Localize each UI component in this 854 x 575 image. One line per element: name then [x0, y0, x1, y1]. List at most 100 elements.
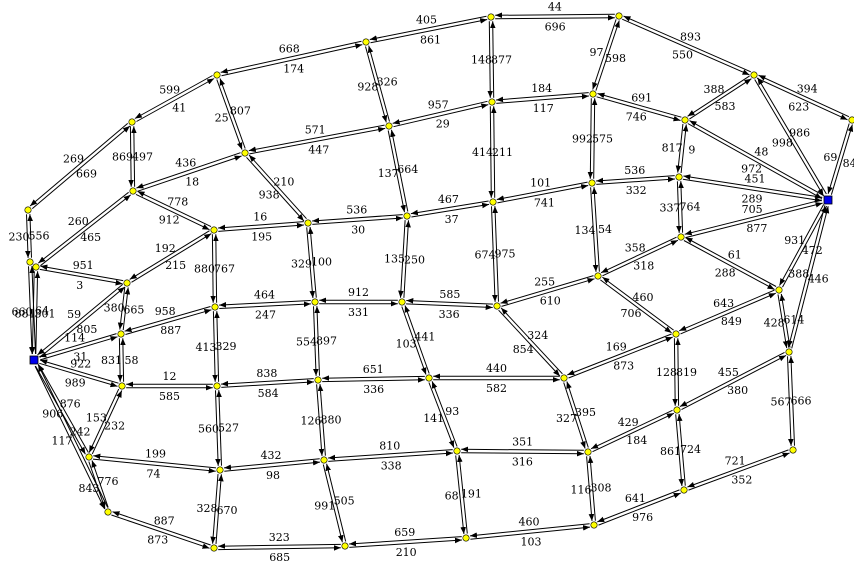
- edge-weight-label: 9: [688, 144, 695, 157]
- graph-node: [488, 14, 494, 20]
- edge-weight-label: 97: [590, 46, 604, 59]
- edge-weight-label: 59: [67, 308, 81, 321]
- edge-weight-label: 100: [311, 256, 332, 269]
- edge-weight-label: 451: [745, 173, 766, 186]
- edge-weight-label: 232: [104, 420, 125, 433]
- edge-weight-label: 957: [428, 98, 449, 111]
- graph-node: [681, 487, 687, 493]
- graph-node: [214, 72, 220, 78]
- graph-node: [454, 448, 460, 454]
- edge-weight-label: 582: [486, 382, 507, 395]
- edge-weight-label: 958: [155, 305, 176, 318]
- edge-weight-label: 436: [175, 157, 196, 170]
- graph-node: [242, 150, 248, 156]
- edge-weight-label: 103: [521, 535, 542, 548]
- graph-node: [561, 375, 567, 381]
- terminal-node: [824, 196, 832, 204]
- edge-weight-label: 643: [713, 297, 734, 310]
- edge-weight-label: 706: [621, 307, 642, 320]
- graph-node: [212, 304, 218, 310]
- graph-node: [214, 383, 220, 389]
- edge-weight-label: 554: [296, 335, 317, 348]
- edge-weight-label: 651: [363, 363, 384, 376]
- graph-node: [616, 13, 622, 19]
- edge-weight-label: 447: [308, 143, 329, 156]
- edge-weight-label: 668: [279, 43, 300, 56]
- terminal-node: [30, 356, 38, 364]
- edge-weight-label: 869: [112, 151, 133, 164]
- edge-weight-label: 230: [9, 230, 30, 243]
- edge-weight-label: 599: [159, 84, 180, 97]
- edge-weight-label: 174: [283, 62, 304, 75]
- edge-weight-label: 48: [754, 145, 768, 158]
- edge-weight-label: 746: [626, 111, 647, 124]
- edge-weight-label: 849: [721, 315, 742, 328]
- edge-weight-label: 16: [253, 211, 267, 224]
- graph-node: [130, 188, 136, 194]
- edge-weight-label: 610: [540, 295, 561, 308]
- edge-weight-label: 938: [259, 189, 280, 202]
- edge-weight-label: 843: [79, 482, 100, 495]
- graph-node: [494, 303, 500, 309]
- edge-weight-label: 666: [791, 395, 812, 408]
- edge-weight-label: 288: [715, 266, 736, 279]
- edge-weight-label: 440: [486, 362, 507, 375]
- edge-weight-label: 460: [519, 516, 540, 529]
- edge-arc-backward: [461, 449, 584, 450]
- edge-weight-label: 328: [197, 502, 218, 515]
- graph-node: [591, 522, 597, 528]
- edge-weight-label: 332: [626, 184, 647, 197]
- edge-weight-label: 327: [556, 412, 577, 425]
- edge-weight-label: 199: [145, 448, 166, 461]
- graph-node: [211, 545, 217, 551]
- edge-weight-label: 195: [251, 231, 272, 244]
- edge-weight-label: 767: [214, 262, 235, 275]
- edge-weight-label: 741: [534, 196, 555, 209]
- edge-weight-label: 764: [680, 201, 701, 214]
- edge-weight-label: 567: [771, 395, 792, 408]
- edge-weight-label: 467: [438, 193, 459, 206]
- graph-node: [590, 91, 596, 97]
- edge-arc-forward: [218, 548, 341, 550]
- edge-weight-label: 584: [258, 387, 279, 400]
- edge-weight-label: 337: [660, 201, 681, 214]
- edge-weight-label: 887: [154, 515, 175, 528]
- graph-node: [463, 535, 469, 541]
- edge-weight-label: 191: [461, 488, 482, 501]
- edge-weight-label: 388: [788, 268, 809, 281]
- graph-node: [786, 349, 792, 355]
- edge-weight-label: 560: [198, 422, 219, 435]
- edge-weight-label: 394: [797, 82, 818, 95]
- graph-node: [27, 259, 33, 265]
- edge-weight-label: 37: [445, 213, 459, 226]
- edge-weight-label: 992: [572, 132, 593, 145]
- graph-node: [674, 407, 680, 413]
- graph-node: [386, 123, 392, 129]
- edge-weight-label: 351: [512, 436, 533, 449]
- graph-node: [86, 454, 92, 460]
- edge-weight-label: 497: [132, 150, 153, 163]
- edge-weight-label: 831: [101, 354, 122, 367]
- edge-weight-label: 64: [35, 305, 49, 318]
- edge-weight-label: 912: [348, 286, 369, 299]
- graph-node: [589, 180, 595, 186]
- edge-weight-label: 61: [728, 249, 742, 262]
- edge-weight-label: 928: [357, 81, 378, 94]
- edge-weight-label: 472: [802, 244, 823, 257]
- edge-weight-label: 838: [256, 367, 277, 380]
- edge-weight-label: 318: [633, 260, 654, 273]
- edge-weight-label: 817: [662, 142, 683, 155]
- edge-weight-label: 12: [163, 370, 177, 383]
- edge-weight-label: 308: [591, 482, 612, 495]
- edge-weight-label: 819: [676, 366, 697, 379]
- edge-weight-label: 691: [631, 91, 652, 104]
- edge-weight-label: 336: [439, 308, 460, 321]
- edge-weight-label: 441: [414, 331, 435, 344]
- edge-weight-label: 84: [843, 157, 854, 170]
- edge-weight-label: 674: [475, 248, 496, 261]
- edge-weight-label: 358: [625, 241, 646, 254]
- edge-weight-label: 807: [230, 105, 251, 118]
- edge-weight-label: 117: [533, 102, 554, 115]
- edge-weight-label: 464: [254, 289, 275, 302]
- edge-weight-label: 810: [379, 440, 400, 453]
